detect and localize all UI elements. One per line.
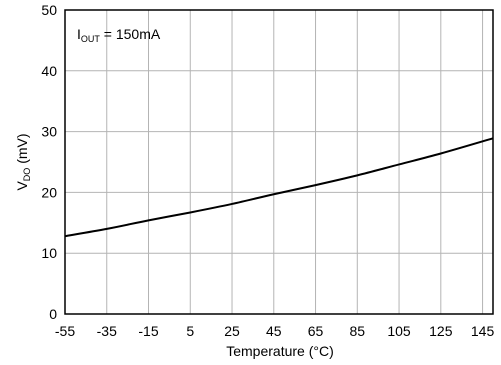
y-tick-label: 20 bbox=[41, 184, 57, 200]
x-tick-label: 45 bbox=[266, 323, 282, 339]
y-tick-label: 40 bbox=[41, 63, 57, 79]
x-tick-label: -15 bbox=[138, 323, 158, 339]
x-tick-label: 85 bbox=[350, 323, 366, 339]
x-tick-label: 105 bbox=[387, 323, 411, 339]
x-tick-label: 5 bbox=[186, 323, 194, 339]
x-tick-label: 145 bbox=[471, 323, 495, 339]
y-tick-label: 30 bbox=[41, 124, 57, 140]
x-tick-labels: -55 -35 -15 5 25 45 65 85 105 125 145 bbox=[55, 323, 495, 339]
x-tick-label: -55 bbox=[55, 323, 75, 339]
annotation-label: IOUT = 150mA bbox=[77, 26, 161, 44]
x-tick-label: -35 bbox=[97, 323, 117, 339]
grid-lines bbox=[65, 10, 493, 314]
series-lines bbox=[64, 137, 494, 238]
y-tick-label: 10 bbox=[41, 245, 57, 261]
x-axis-title: Temperature (°C) bbox=[226, 343, 334, 359]
series-line bbox=[64, 137, 494, 238]
x-tick-label: 125 bbox=[429, 323, 453, 339]
x-tick-label: 25 bbox=[224, 323, 240, 339]
y-tick-label: 50 bbox=[41, 2, 57, 18]
x-tick-label: 65 bbox=[308, 323, 324, 339]
plot-frame bbox=[64, 9, 494, 315]
y-tick-label: 0 bbox=[49, 306, 57, 322]
y-tick-labels: 0 10 20 30 40 50 bbox=[41, 2, 57, 322]
y-axis-title: VDO (mV) bbox=[14, 133, 32, 190]
